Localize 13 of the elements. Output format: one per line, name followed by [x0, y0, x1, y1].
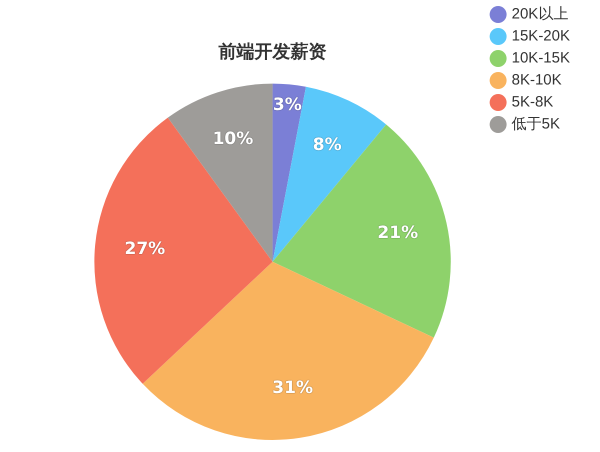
- data-label: 10%: [212, 129, 254, 150]
- text: 前端开发薪资: [218, 41, 327, 62]
- legend-label: 15K-20K: [512, 28, 570, 45]
- data-label: 21%: [377, 223, 418, 244]
- legend-label: 10K-15K: [512, 50, 570, 67]
- legend-label: 低于5K: [512, 116, 560, 133]
- data-label: 31%: [272, 378, 313, 398]
- data-label: 27%: [124, 239, 166, 260]
- legend-label: 20K以上: [512, 6, 568, 23]
- legend-label: 8K-10K: [512, 72, 562, 89]
- legend-label: 5K-8K: [512, 94, 554, 111]
- data-label: 3%: [272, 95, 302, 116]
- data-label: 8%: [312, 135, 342, 156]
